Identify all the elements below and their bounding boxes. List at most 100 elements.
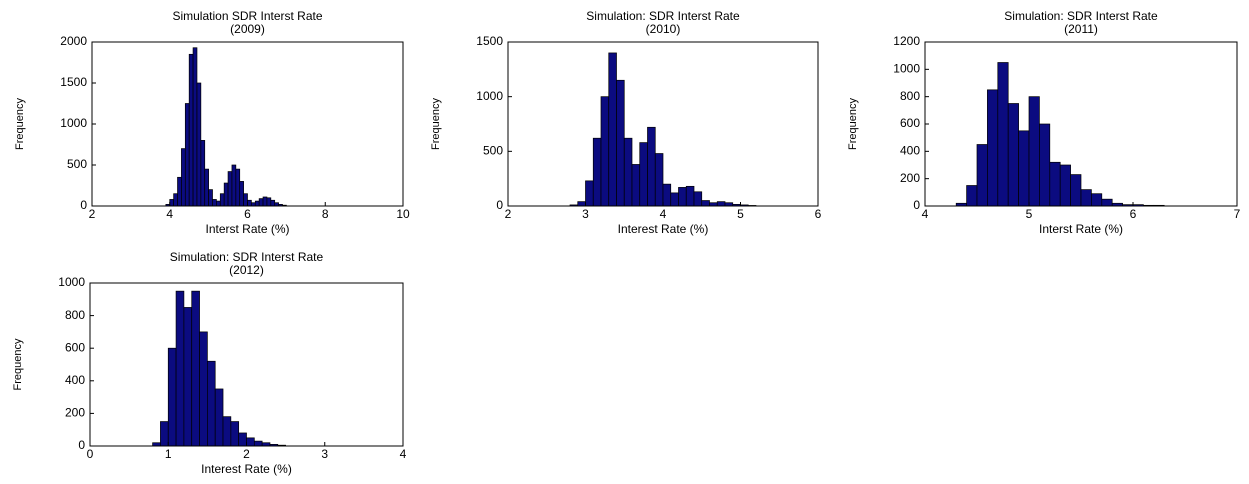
x-tick-label: 5 (1026, 207, 1033, 221)
x-tick-label: 10 (396, 207, 410, 221)
bar (175, 290, 185, 447)
y-axis-label: Frequency (430, 98, 442, 150)
y-tick-label: 800 (65, 308, 85, 322)
y-tick-label: 500 (483, 144, 503, 158)
bar (216, 200, 221, 207)
chart-title: Simulation: SDR Interst Rate (170, 250, 324, 264)
bar (247, 199, 252, 207)
bar (200, 140, 206, 207)
x-tick-label: 6 (244, 207, 251, 221)
bar (207, 360, 216, 447)
bar (231, 164, 237, 207)
y-tick-label: 600 (65, 340, 85, 354)
bar (600, 96, 610, 207)
y-tick-label: 200 (900, 171, 920, 185)
x-tick-label: 6 (815, 207, 822, 221)
bar (183, 307, 193, 447)
bar (592, 137, 602, 207)
x-axis-label: Interest Rate (%) (618, 222, 709, 236)
x-tick-label: 3 (321, 447, 328, 461)
y-axis-label: Frequency (847, 98, 859, 150)
y-tick-label: 1000 (893, 62, 920, 76)
y-tick-label: 800 (900, 89, 920, 103)
chart-title: Simulation: SDR Interst Rate (586, 9, 740, 23)
bar (192, 47, 198, 207)
bar (223, 182, 229, 207)
y-tick-label: 0 (80, 198, 87, 212)
bar (1007, 103, 1019, 207)
bar (191, 290, 200, 447)
y-tick-label: 1500 (476, 34, 503, 48)
bar (678, 187, 687, 207)
bar (639, 142, 648, 207)
bar (238, 432, 247, 447)
bar (670, 192, 679, 207)
bar (685, 185, 695, 207)
bar (1018, 130, 1030, 207)
bar (243, 193, 248, 207)
bar (662, 183, 672, 207)
bar (227, 171, 233, 207)
x-axis-label: Interst Rate (%) (205, 222, 289, 236)
x-tick-label: 3 (582, 207, 589, 221)
bar (976, 144, 988, 207)
bar (654, 153, 664, 207)
bar (204, 168, 209, 207)
x-tick-label: 4 (166, 207, 173, 221)
y-tick-label: 1000 (60, 116, 87, 130)
bar (169, 199, 174, 207)
x-tick-label: 0 (87, 447, 94, 461)
bar (167, 347, 177, 447)
y-tick-label: 400 (900, 144, 920, 158)
bar (219, 193, 225, 207)
x-tick-label: 2 (243, 447, 250, 461)
bar (184, 103, 190, 207)
bar (631, 164, 641, 207)
chart-subtitle: (2012) (229, 263, 264, 277)
y-tick-label: 1200 (893, 34, 920, 48)
axes-background (92, 42, 403, 206)
bar (208, 189, 213, 207)
bar (997, 62, 1009, 207)
bar (239, 181, 244, 207)
x-tick-label: 4 (660, 207, 667, 221)
bar (199, 331, 208, 447)
bar (987, 89, 999, 207)
bar (212, 199, 217, 207)
bar (1070, 174, 1082, 207)
bar (716, 201, 726, 207)
bar (235, 168, 241, 207)
x-tick-label: 5 (737, 207, 744, 221)
bar (188, 53, 194, 207)
bar (160, 421, 169, 447)
y-tick-label: 0 (496, 198, 503, 212)
y-axis-label: Frequency (14, 98, 26, 150)
chart-subtitle: (2009) (230, 22, 265, 36)
bar (1080, 189, 1092, 207)
x-axis-label: Interst Rate (%) (1039, 222, 1123, 236)
bar (214, 388, 224, 447)
chart-title: Simulation: SDR Interst Rate (1004, 9, 1158, 23)
bar (222, 416, 232, 447)
bar (693, 191, 703, 207)
y-tick-label: 400 (65, 373, 85, 387)
bar (270, 199, 276, 207)
chart-subtitle: (2011) (1064, 22, 1098, 36)
y-axis-label: Frequency (12, 338, 24, 390)
x-tick-label: 4 (400, 447, 407, 461)
x-tick-label: 4 (922, 207, 929, 221)
bar (616, 79, 625, 207)
y-tick-label: 0 (913, 198, 920, 212)
y-tick-label: 200 (65, 406, 85, 420)
bar (230, 421, 240, 447)
bar (266, 197, 272, 207)
bar (577, 201, 586, 207)
bar (1028, 96, 1040, 207)
bar (254, 200, 260, 207)
bar (1039, 123, 1051, 207)
bar (1101, 198, 1113, 207)
bar (1059, 164, 1071, 207)
bar (585, 180, 594, 207)
